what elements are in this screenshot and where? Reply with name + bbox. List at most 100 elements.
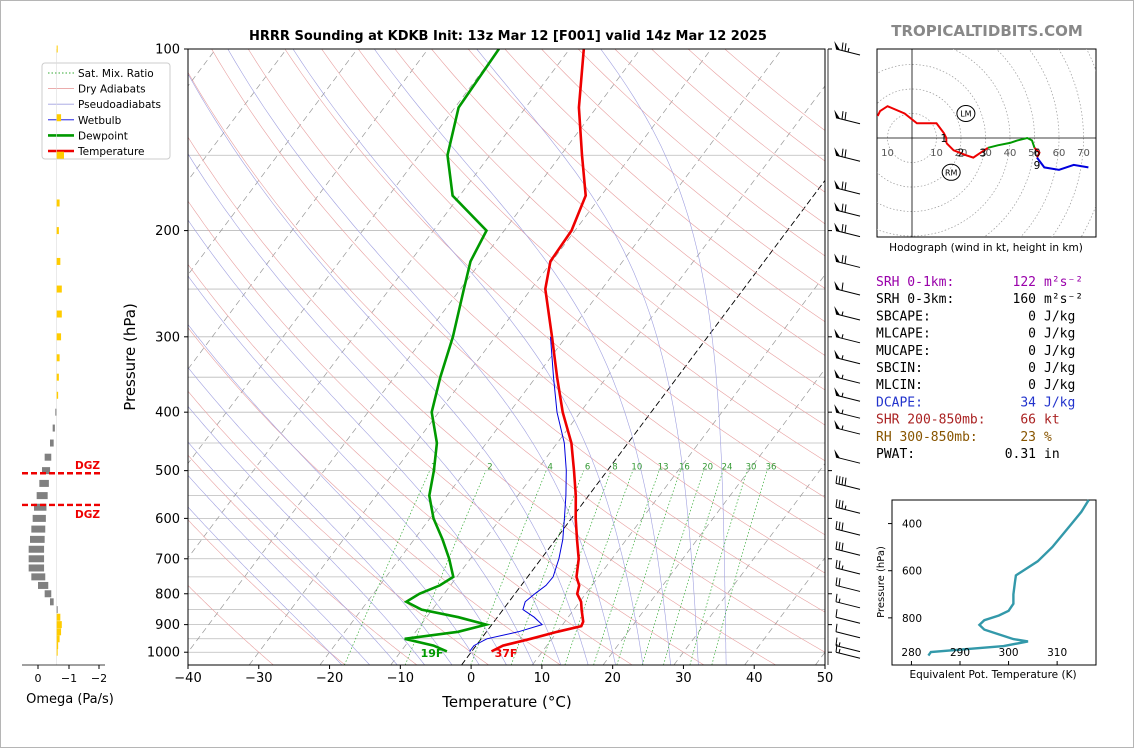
- dry-adiabat-line: [188, 390, 489, 665]
- dry-adiabat-line: [357, 49, 825, 462]
- stat-label: RH 300-850mb:: [876, 430, 978, 445]
- barb-flag: [834, 41, 840, 50]
- stat-unit: J/kg: [1044, 361, 1075, 376]
- wind-barb: [834, 306, 861, 321]
- mixing-ratio-label: 36: [766, 463, 777, 473]
- mixing-ratio-label: 4: [548, 463, 553, 473]
- isotherm-line: [188, 49, 500, 465]
- barb-flag: [834, 349, 840, 359]
- stat-unit: in: [1044, 447, 1060, 462]
- x-tick-label: 40: [746, 671, 763, 686]
- barb-full: [835, 623, 838, 632]
- barb-flag: [834, 180, 840, 190]
- barb-full: [844, 149, 847, 158]
- hodograph-frame: [876, 48, 1097, 238]
- stat-label: SRH 0-1km:: [876, 275, 954, 290]
- barb-flag: [834, 109, 840, 119]
- wind-barbs: [827, 41, 861, 665]
- mixing-ratio-label: 13: [658, 463, 669, 473]
- x-tick-label: −40: [174, 671, 201, 686]
- omega-tick-label: 0: [35, 672, 42, 685]
- dry-adiabat-line: [284, 49, 825, 536]
- wind-barb: [834, 147, 861, 162]
- barb-flag: [834, 222, 840, 232]
- dry-adiabat-line: [504, 49, 825, 323]
- barb-half: [838, 598, 841, 603]
- pseudoadiabat-line: [188, 219, 534, 665]
- mixing-ratio-line: [540, 470, 612, 665]
- y-tick-label: 600: [155, 512, 180, 527]
- dgz-label: DGZ: [75, 460, 100, 472]
- wind-barb: [835, 609, 861, 624]
- skewt-profile-curves: [403, 49, 588, 653]
- surface-temperature-label: 37F: [495, 647, 518, 660]
- wind-barb: [835, 499, 861, 514]
- theta-e-frame: [891, 499, 1097, 666]
- wind-barb: [834, 449, 861, 464]
- wind-barb: [835, 541, 861, 556]
- stat-value: 0: [1028, 309, 1036, 324]
- mixing-ratio-line: [344, 470, 431, 665]
- theta-y-tick-label: 400: [902, 519, 922, 531]
- omega-bar: [28, 564, 45, 572]
- barb-full: [838, 541, 841, 551]
- omega-bar: [56, 648, 58, 656]
- barb-shaft: [835, 528, 861, 536]
- pseudoadiabat-line: [188, 153, 562, 665]
- theta-x-tick-label: 290: [950, 647, 970, 659]
- hodograph-ring-label: 60: [1053, 148, 1066, 159]
- mixing-ratio-line: [593, 470, 660, 665]
- mixing-ratio-line: [616, 470, 681, 665]
- barb-full: [841, 500, 844, 509]
- y-tick-label: 500: [155, 464, 180, 479]
- barb-flag: [834, 369, 840, 379]
- barb-full: [835, 609, 838, 618]
- isotherm-line: [319, 49, 783, 665]
- omega-bar: [56, 199, 60, 207]
- barb-flag: [834, 253, 840, 263]
- barb-full: [841, 254, 844, 264]
- dry-adiabat-line: [188, 71, 825, 653]
- barb-half: [838, 642, 841, 647]
- y-tick-label: 100: [155, 43, 180, 58]
- barb-full: [844, 111, 847, 121]
- stat-value: 160: [1013, 292, 1036, 307]
- hodograph-ring-label: 30: [979, 148, 992, 159]
- omega-tick-label: −2: [91, 672, 107, 685]
- omega-bar: [50, 598, 54, 606]
- barb-shaft: [835, 567, 861, 575]
- barb-flag: [834, 328, 840, 338]
- pseudoadiabat-line: [188, 324, 480, 665]
- omega-bar: [31, 573, 46, 581]
- chart-title: HRRR Sounding at KDKB Init: 13z Mar 12 […: [249, 29, 767, 44]
- barb-full: [844, 224, 847, 233]
- barb-flag: [834, 404, 840, 414]
- mixing-ratio-label: 24: [722, 463, 733, 473]
- stat-unit: J/kg: [1044, 309, 1075, 324]
- wind-barb: [834, 41, 861, 56]
- omega-bar: [56, 151, 64, 159]
- hodograph-height-label: 6: [1034, 148, 1041, 160]
- stat-label: DCAPE:: [876, 395, 923, 410]
- wind-barb: [835, 593, 861, 609]
- legend-label-wetbulb: Wetbulb: [78, 115, 122, 127]
- stat-label: MLCAPE:: [876, 327, 931, 342]
- barb-shaft: [835, 584, 861, 592]
- omega-bar: [56, 613, 61, 621]
- legend-label-mixing_ratio: Sat. Mix. Ratio: [78, 68, 154, 80]
- omega-bar: [44, 453, 52, 461]
- pseudoadiabat-line: [600, 49, 727, 665]
- legend-label-dry_adiabat: Dry Adiabats: [78, 84, 146, 96]
- barb-shaft: [835, 117, 861, 125]
- stat-label: SBCAPE:: [876, 309, 931, 324]
- wind-barb: [834, 109, 861, 125]
- legend-label-dewpoint: Dewpoint: [78, 130, 128, 142]
- x-tick-label: 50: [817, 671, 834, 686]
- hodograph-ring-label: 10: [930, 148, 943, 159]
- right-mover-marker: [941, 163, 961, 181]
- legend-label-temperature: Temperature: [77, 146, 145, 158]
- surface-dewpoint-label: 19F: [421, 647, 444, 660]
- barb-half: [841, 311, 844, 316]
- barb-shaft: [835, 482, 861, 490]
